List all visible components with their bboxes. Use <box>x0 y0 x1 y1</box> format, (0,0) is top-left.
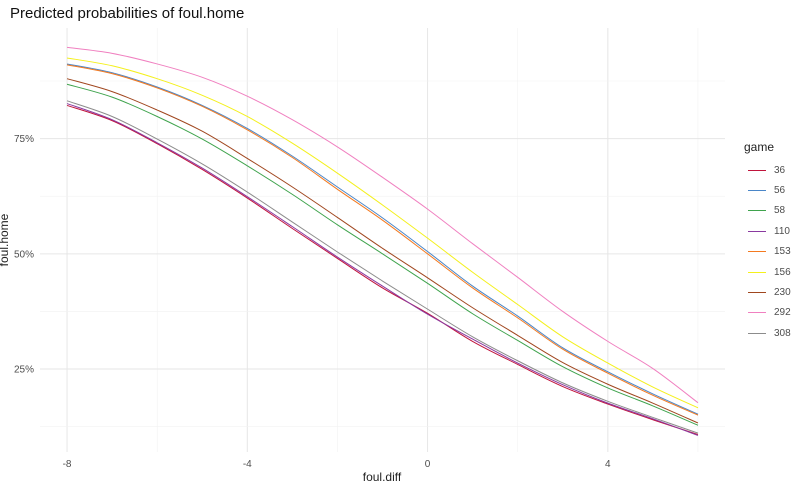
legend-item-56: 56 <box>744 180 791 200</box>
legend-item-230: 230 <box>744 282 791 302</box>
series-line-230 <box>66 78 699 424</box>
series-line-36 <box>66 104 699 435</box>
y-tick-label: 50% <box>14 249 34 260</box>
legend-swatch <box>748 210 766 212</box>
legend-item-110: 110 <box>744 221 791 241</box>
legend-item-36: 36 <box>744 160 791 180</box>
x-tick-label: 0 <box>425 459 431 470</box>
legend-item-308: 308 <box>744 323 791 343</box>
legend-item-58: 58 <box>744 201 791 221</box>
legend-swatch <box>748 251 766 253</box>
legend-label: 153 <box>774 246 791 258</box>
series-line-153 <box>66 64 699 416</box>
legend-swatch <box>748 332 766 334</box>
legend-label: 308 <box>774 327 791 339</box>
series-line-156 <box>66 57 699 409</box>
x-tick-label: 4 <box>605 459 611 470</box>
legend-swatch <box>748 230 766 232</box>
x-axis-title: foul.diff <box>363 470 402 484</box>
legend-label: 110 <box>774 225 790 237</box>
legend-title: game <box>744 140 775 154</box>
legend-swatch <box>748 292 766 294</box>
legend-swatch <box>748 190 766 192</box>
y-tick-label: 75% <box>14 134 34 145</box>
x-tick-label: -4 <box>243 459 252 470</box>
legend-label: 36 <box>774 164 786 176</box>
y-tick-labels: 25% 50% 75% <box>14 134 34 375</box>
legend-item-292: 292 <box>744 303 791 323</box>
legend-label: 58 <box>774 205 786 217</box>
legend-swatch <box>748 312 766 314</box>
legend-swatch <box>748 271 766 273</box>
series-line-110 <box>66 103 699 436</box>
x-tick-labels: -8 -4 0 4 <box>63 459 611 470</box>
series-line-58 <box>66 83 699 426</box>
y-tick-label: 25% <box>14 365 34 376</box>
legend-label: 230 <box>774 287 791 299</box>
legend-items: 36 56 58 110 153 156 230 292 308 <box>744 160 791 344</box>
legend-label: 156 <box>774 266 791 278</box>
y-axis-title: foul.home <box>0 213 11 266</box>
legend-item-153: 153 <box>744 242 791 262</box>
x-tick-label: -8 <box>63 459 72 470</box>
series-lines <box>66 46 699 436</box>
legend-swatch <box>748 169 766 171</box>
legend-label: 292 <box>774 307 791 319</box>
grid <box>40 28 725 452</box>
legend-item-156: 156 <box>744 262 791 282</box>
series-line-308 <box>66 100 699 434</box>
legend-label: 56 <box>774 185 786 197</box>
chart-title: Predicted probabilities of foul.home <box>10 5 245 22</box>
series-line-292 <box>66 46 699 404</box>
legend: game 36 56 58 110 153 156 230 292 308 <box>744 140 791 344</box>
series-line-56 <box>66 63 699 415</box>
